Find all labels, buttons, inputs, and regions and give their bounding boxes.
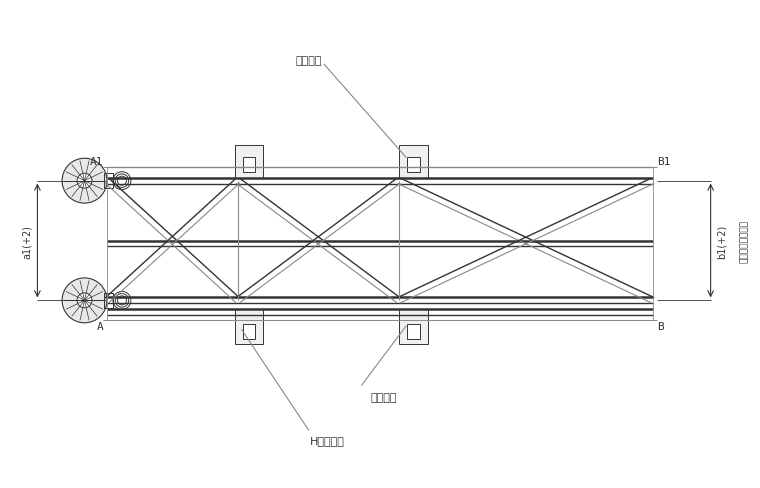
Text: H型锂帮件: H型锂帮件: [310, 435, 345, 446]
Text: 固定橔子: 固定橔子: [370, 392, 397, 402]
Bar: [400, 310, 428, 345]
Text: 固定挡块: 固定挡块: [296, 56, 322, 66]
Text: 保证销筒中心距离: 保证销筒中心距离: [739, 220, 749, 263]
Bar: [235, 145, 263, 178]
Bar: [104, 174, 113, 189]
Circle shape: [77, 293, 92, 308]
Text: B1: B1: [657, 157, 670, 167]
Bar: [400, 145, 428, 178]
Circle shape: [62, 278, 107, 323]
Text: A1: A1: [90, 157, 103, 167]
Text: b1(+2): b1(+2): [717, 224, 727, 258]
Text: A: A: [97, 321, 103, 331]
Circle shape: [77, 174, 92, 189]
Bar: [242, 325, 255, 339]
Text: a1(+2): a1(+2): [21, 224, 31, 258]
Circle shape: [62, 159, 107, 203]
Bar: [407, 325, 420, 339]
Bar: [235, 310, 263, 345]
Bar: [104, 293, 113, 308]
Text: B: B: [657, 321, 663, 331]
Bar: [407, 158, 420, 172]
Bar: [242, 158, 255, 172]
